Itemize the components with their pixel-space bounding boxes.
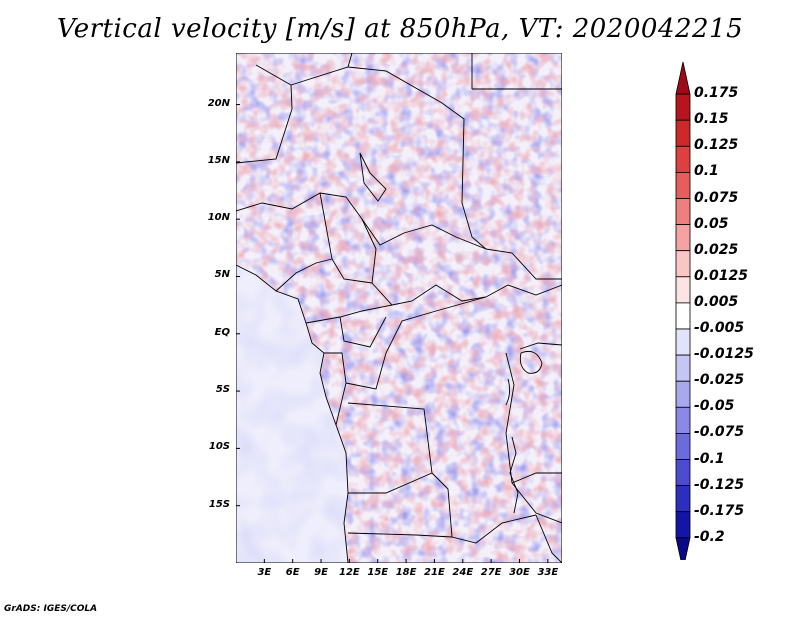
colorbar-level-label: -0.1 <box>694 450 725 467</box>
colorbar-level-label: -0.005 <box>694 320 745 336</box>
latitude-label: 20N <box>207 97 230 109</box>
footer-credit: GrADS: IGES/COLA <box>4 604 98 614</box>
colorbar-segment <box>675 432 691 460</box>
longitude-label: 21E <box>424 567 445 578</box>
colorbar-segment <box>675 119 691 147</box>
colorbar-level-label: 0.1 <box>694 163 719 180</box>
vertical-velocity-map <box>236 53 562 563</box>
latitude-label: 15N <box>207 154 230 166</box>
longitude-label: 9E <box>314 567 328 578</box>
colorbar-segment <box>675 459 691 487</box>
colorbar-segment <box>675 537 691 560</box>
colorbar-level-label: -0.175 <box>694 502 745 519</box>
longitude-label: 12E <box>339 567 360 578</box>
colorbar-level-label: 0.0125 <box>694 267 749 284</box>
colorbar-level-label: 0.075 <box>694 189 739 206</box>
colorbar-segment <box>675 250 691 278</box>
colorbar-segment <box>675 302 691 330</box>
longitude-label: 24E <box>452 567 474 578</box>
colorbar-segment <box>675 406 691 434</box>
colorbar-segment <box>675 328 691 356</box>
colorbar-segment <box>675 380 691 408</box>
latitude-label: 10S <box>208 441 230 453</box>
colorbar-segment <box>675 172 691 199</box>
colorbar-segment <box>675 198 691 226</box>
longitude-label: 6E <box>285 567 300 578</box>
colorbar-level-label: 0.005 <box>694 293 739 310</box>
latitude-label: EQ <box>214 326 230 338</box>
colorbar-segment <box>675 93 691 121</box>
longitude-label: 33E <box>537 567 559 578</box>
longitude-label: 15E <box>367 567 389 578</box>
country-borders <box>236 53 562 563</box>
colorbar-level-label: -0.0125 <box>694 346 754 363</box>
colorbar-level-label: 0.125 <box>694 137 739 154</box>
colorbar-level-label: -0.2 <box>694 528 725 545</box>
colorbar-level-label: -0.025 <box>694 372 745 389</box>
longitude-label: 3E <box>257 567 272 578</box>
colorbar-segment <box>675 354 691 382</box>
latitude-label: 5S <box>215 384 230 396</box>
colorbar-level-label: 0.025 <box>694 241 739 258</box>
axis-ticks <box>236 104 549 563</box>
colorbar-level-label: 0.175 <box>694 85 739 102</box>
colorbar-segment <box>675 224 691 252</box>
colorbar-level-label: -0.075 <box>694 424 745 441</box>
colorbar <box>675 61 691 560</box>
longitude-label: 27E <box>480 567 502 578</box>
colorbar-level-label: -0.125 <box>694 476 745 493</box>
colorbar-segment <box>675 511 691 539</box>
colorbar-segment <box>675 145 691 173</box>
colorbar-segment <box>675 61 691 95</box>
colorbar-level-label: -0.05 <box>694 398 735 415</box>
latitude-label: 10N <box>207 212 230 224</box>
colorbar-level-label: 0.05 <box>694 215 729 232</box>
lakes <box>359 152 543 514</box>
map-title: Vertical velocity [m/s] at 850hPa, VT: 2… <box>56 14 744 44</box>
colorbar-segment <box>675 276 691 304</box>
longitude-label: 30E <box>509 567 530 578</box>
latitude-label: 5N <box>214 269 230 281</box>
latitude-label: 15S <box>208 498 230 510</box>
longitude-label: 18E <box>395 567 417 578</box>
colorbar-segment <box>675 485 691 513</box>
colorbar-level-label: 0.15 <box>694 111 729 128</box>
